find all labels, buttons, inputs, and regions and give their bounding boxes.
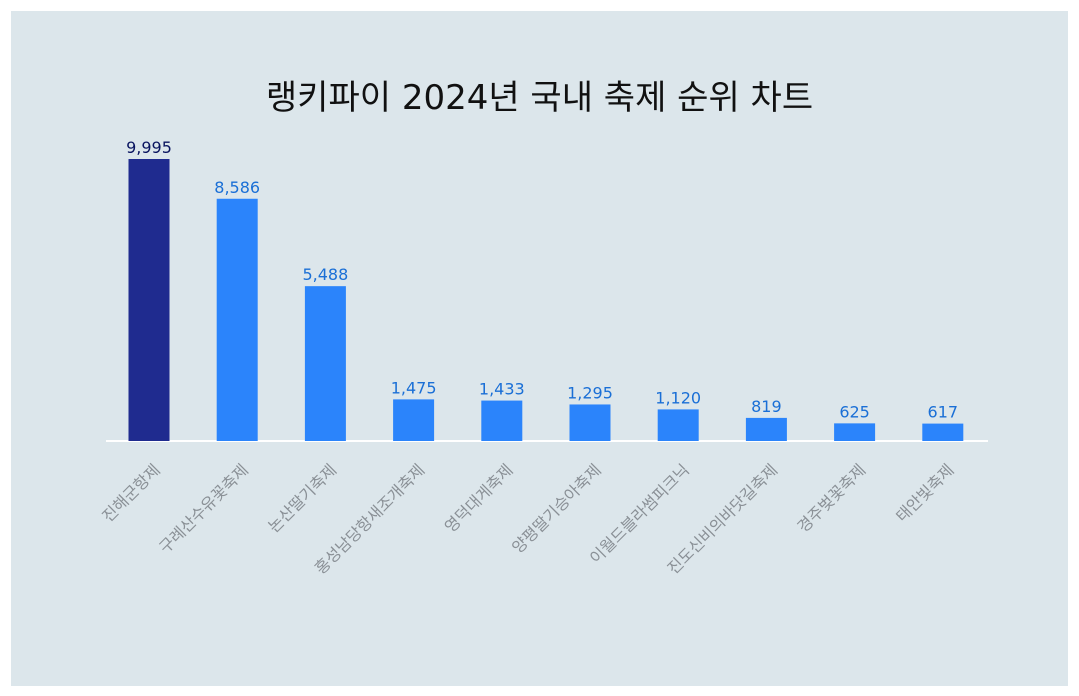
bar-9 [922, 423, 964, 441]
bar-7 [745, 417, 787, 441]
bar-value-label-9: 617 [928, 403, 959, 422]
category-label-1: 구례산수유꽃축제 [155, 460, 252, 557]
bar-value-label-6: 1,120 [655, 388, 701, 407]
category-label-4: 영덕대게축제 [441, 460, 517, 536]
bar-1 [216, 198, 258, 441]
bar-value-label-5: 1,295 [567, 383, 613, 402]
category-label-0: 진해군항제 [98, 460, 163, 525]
bar-value-label-1: 8,586 [214, 178, 260, 197]
category-label-8: 경주벚꽃축제 [794, 460, 870, 536]
bar-value-label-8: 625 [839, 402, 870, 421]
bar-value-label-4: 1,433 [479, 380, 525, 399]
bar-3 [393, 399, 435, 441]
bar-8 [834, 423, 876, 441]
bar-2 [304, 286, 346, 441]
chart-background [11, 11, 1068, 686]
category-label-5: 양평딸기승아축제 [508, 460, 605, 557]
bar-value-label-0: 9,995 [126, 138, 172, 157]
bar-5 [569, 404, 611, 441]
category-label-9: 태안빛축제 [892, 460, 957, 525]
bar-value-label-2: 5,488 [302, 265, 348, 284]
bar-value-label-3: 1,475 [391, 378, 437, 397]
bar-value-label-7: 819 [751, 397, 782, 416]
category-label-2: 논산딸기축제 [264, 460, 340, 536]
bar-6 [657, 409, 699, 441]
bar-0 [128, 159, 170, 441]
bar-4 [481, 400, 523, 441]
chart-title: 랭키파이 2024년 국내 축제 순위 차트 [265, 78, 814, 118]
